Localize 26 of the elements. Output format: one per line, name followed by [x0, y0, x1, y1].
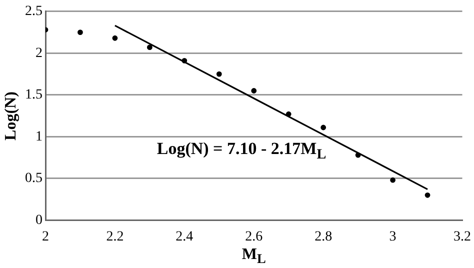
point — [286, 111, 292, 117]
y-tick-label: 1.5 — [25, 88, 42, 103]
point — [216, 71, 222, 77]
x-tick-label: 2.2 — [106, 229, 124, 244]
x-tick-label: 2.8 — [314, 229, 332, 244]
point — [78, 30, 83, 35]
x-tick-label: 3 — [389, 229, 396, 244]
point — [390, 177, 396, 183]
point — [182, 58, 188, 64]
y-tick-label: 1 — [36, 129, 42, 144]
point — [146, 44, 152, 50]
y-tick-label: 0 — [36, 212, 42, 228]
y-axis-title: Log(N) — [2, 91, 20, 140]
point — [355, 152, 361, 158]
point — [251, 88, 257, 94]
x-axis-title: M$_{L}$ — [242, 246, 266, 268]
point — [424, 192, 430, 198]
x-tick-label: 2.4 — [176, 229, 194, 244]
y-tick-label: 0.5 — [25, 171, 42, 186]
y-tick-label: 2 — [36, 46, 42, 61]
annotation: Log(N) = 7.10 - 2.17M$_{L}$ — [156, 139, 326, 164]
point — [112, 35, 118, 41]
y-tick-label: 2.5 — [25, 4, 42, 20]
x-tick-label: 3.2 — [454, 229, 471, 244]
x-tick-label: 2.6 — [245, 229, 263, 244]
point — [320, 124, 326, 130]
